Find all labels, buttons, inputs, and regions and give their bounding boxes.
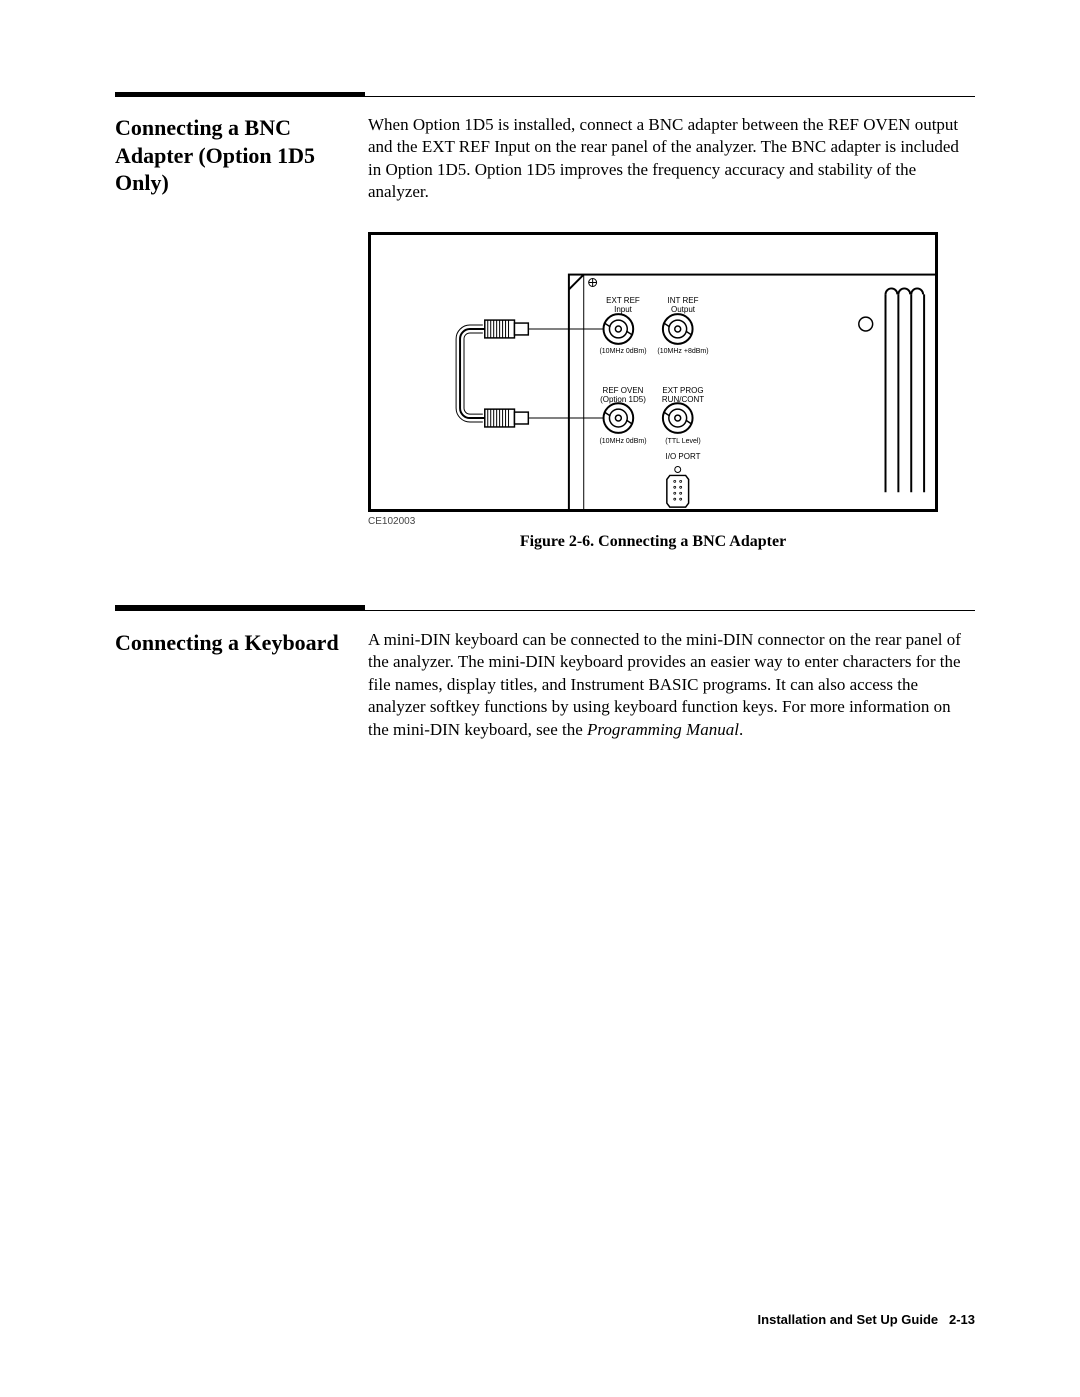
label-ext-ref-title: EXT REF xyxy=(606,296,640,305)
section2-body-ital: Programming Manual xyxy=(587,720,739,739)
label-ext-ref-sub: Input xyxy=(614,305,632,314)
section-keyboard: Connecting a Keyboard A mini-DIN keyboar… xyxy=(115,629,975,741)
section1-rule-thin xyxy=(115,96,975,97)
section2-body: A mini-DIN keyboard can be connected to … xyxy=(368,629,975,741)
label-ext-ref-bottom: (10MHz 0dBm) xyxy=(593,348,653,355)
figure-box: EXT REF Input (10MHz 0dBm) INT REF Outpu… xyxy=(368,232,938,512)
footer-page: 2-13 xyxy=(949,1312,975,1327)
figure-2-6: EXT REF Input (10MHz 0dBm) INT REF Outpu… xyxy=(368,232,938,551)
section2-rule-thin xyxy=(115,610,975,611)
section1-body-wrap: When Option 1D5 is installed, connect a … xyxy=(368,114,975,204)
section2-body-wrap: A mini-DIN keyboard can be connected to … xyxy=(368,629,975,741)
page: Connecting a BNC Adapter (Option 1D5 Onl… xyxy=(0,0,1080,1397)
section1-body: When Option 1D5 is installed, connect a … xyxy=(368,114,975,204)
label-int-ref-sub: Output xyxy=(671,305,695,314)
label-ext-ref: EXT REF Input xyxy=(593,297,653,315)
label-ref-oven-bottom: (10MHz 0dBm) xyxy=(593,438,653,445)
section1-heading: Connecting a BNC Adapter (Option 1D5 Onl… xyxy=(115,114,340,197)
label-ext-prog-title: EXT PROG xyxy=(662,386,703,395)
page-footer: Installation and Set Up Guide 2-13 xyxy=(758,1312,975,1327)
label-int-ref: INT REF Output xyxy=(653,297,713,315)
label-ext-prog-bottom: (TTL Level) xyxy=(653,438,713,445)
label-ref-oven-sub: (Option 1D5) xyxy=(600,395,646,404)
label-int-ref-bottom: (10MHz +8dBm) xyxy=(653,348,713,355)
label-ext-prog: EXT PROG RUN/CONT xyxy=(653,387,713,405)
section2-heading-wrap: Connecting a Keyboard xyxy=(115,629,340,741)
footer-title: Installation and Set Up Guide xyxy=(758,1312,939,1327)
label-ref-oven: REF OVEN (Option 1D5) xyxy=(593,387,653,405)
section2-heading: Connecting a Keyboard xyxy=(115,629,340,657)
section-bnc-adapter: Connecting a BNC Adapter (Option 1D5 Onl… xyxy=(115,114,975,204)
label-ref-oven-title: REF OVEN xyxy=(603,386,644,395)
section2-body-post: . xyxy=(739,720,743,739)
label-io-port: I/O PORT xyxy=(653,453,713,462)
bnc-diagram-svg xyxy=(371,235,935,512)
section1-heading-wrap: Connecting a BNC Adapter (Option 1D5 Onl… xyxy=(115,114,340,204)
figure-caption: Figure 2-6. Connecting a BNC Adapter xyxy=(368,533,938,551)
label-ext-prog-sub: RUN/CONT xyxy=(662,395,704,404)
label-int-ref-title: INT REF xyxy=(668,296,699,305)
figure-code: CE102003 xyxy=(368,516,938,527)
